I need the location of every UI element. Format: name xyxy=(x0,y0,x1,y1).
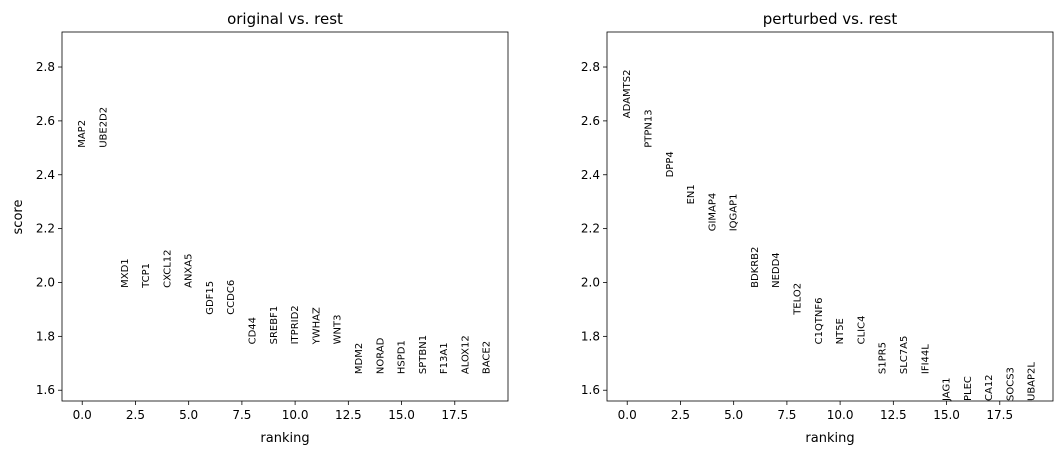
gene-labels: ADAMTS2 PTPN13 DPP4 EN1 GIMAP4 IQGAP1 BDKRB2 NE… xyxy=(622,70,1037,402)
y-tick-label: 2.6 xyxy=(36,114,55,128)
x-tick-label: 5.0 xyxy=(724,408,743,422)
gene-label: F13A1 xyxy=(439,342,450,374)
gene-label: DPP4 xyxy=(665,151,676,177)
gene-label: UBAP2L xyxy=(1027,362,1038,401)
gene-label: SPTBN1 xyxy=(418,335,429,374)
gene-label: UBE2D2 xyxy=(99,107,110,148)
x-tick-label: 7.5 xyxy=(232,408,251,422)
x-tick-label: 12.5 xyxy=(880,408,907,422)
x-axis-label: ranking xyxy=(805,431,854,446)
y-tick-label: 2.2 xyxy=(581,222,600,236)
gene-label: MDM2 xyxy=(354,343,365,374)
plot-frame xyxy=(61,31,509,402)
gene-label: SLC7A5 xyxy=(899,336,910,374)
gene-labels: MAP2 UBE2D2 MXD1 TCP1 CXCL12 ANXA5 GDF15 CCDC6 C… xyxy=(77,107,493,374)
y-tick-label: 2.4 xyxy=(36,168,55,182)
y-tick-label: 1.6 xyxy=(581,383,600,397)
y-tick-label: 2.0 xyxy=(36,275,55,289)
gene-label: HSPD1 xyxy=(397,340,408,374)
gene-label: SOCS3 xyxy=(1005,367,1016,401)
gene-label: C1QTNF6 xyxy=(814,297,825,344)
gene-label: BACE2 xyxy=(482,341,493,374)
x-tick-label: 5.0 xyxy=(179,408,198,422)
y-tick-label: 2.4 xyxy=(581,168,600,182)
gene-label: CA12 xyxy=(984,374,995,401)
x-tick-label: 12.5 xyxy=(335,408,362,422)
y-tick-label: 2.6 xyxy=(581,114,600,128)
gene-label: SREBF1 xyxy=(269,306,280,345)
gene-label: TELO2 xyxy=(793,283,804,316)
x-tick-label: 2.5 xyxy=(671,408,690,422)
y-tick-label: 1.6 xyxy=(36,383,55,397)
gene-label: NORAD xyxy=(375,337,386,374)
gene-label: GIMAP4 xyxy=(707,193,718,232)
plot-frame xyxy=(606,31,1054,402)
gene-label: TCP1 xyxy=(141,263,152,289)
axis-ticks: 0.0 2.5 5.0 7.5 10.0 12.5 15.0 17.5 1.6 1.8 2.0 2.2… xyxy=(36,60,468,422)
panel-title: perturbed vs. rest xyxy=(763,10,898,28)
gene-label: IQGAP1 xyxy=(729,193,740,231)
gene-label: YWHAZ xyxy=(311,307,322,345)
gene-label: GDF15 xyxy=(205,281,216,315)
x-tick-label: 17.5 xyxy=(986,408,1013,422)
gene-label: PLEC xyxy=(963,376,974,401)
x-tick-label: 17.5 xyxy=(441,408,468,422)
y-tick-label: 2.8 xyxy=(581,60,600,74)
gene-label: NT5E xyxy=(835,318,846,344)
x-tick-label: 15.0 xyxy=(933,408,960,422)
x-tick-label: 15.0 xyxy=(388,408,415,422)
gene-label: CLIC4 xyxy=(856,316,867,345)
gene-label: ANXA5 xyxy=(184,254,195,288)
y-tick-label: 2.2 xyxy=(36,222,55,236)
gene-label: CD44 xyxy=(248,317,259,344)
x-tick-label: 7.5 xyxy=(777,408,796,422)
gene-label: WNT3 xyxy=(333,315,344,345)
gene-label: CXCL12 xyxy=(162,250,173,288)
gene-label: ADAMTS2 xyxy=(622,70,633,119)
gene-label: NEDD4 xyxy=(771,252,782,288)
gene-label: ALOX12 xyxy=(460,335,471,374)
gene-label: CCDC6 xyxy=(226,280,237,315)
x-tick-label: 0.0 xyxy=(618,408,637,422)
gene-label: IFI44L xyxy=(920,344,931,374)
x-axis-label: ranking xyxy=(260,431,309,446)
y-tick-label: 2.8 xyxy=(36,60,55,74)
panel-perturbed-vs-rest: perturbed vs. rest ranking 0.0 2.5 5.0 7.5 1… xyxy=(581,10,1054,446)
x-tick-label: 10.0 xyxy=(827,408,854,422)
x-tick-label: 0.0 xyxy=(73,408,92,422)
gene-label: JAG1 xyxy=(942,377,953,402)
panel-title: original vs. rest xyxy=(227,10,343,28)
gene-label: BDKRB2 xyxy=(750,247,761,288)
axis-ticks: 0.0 2.5 5.0 7.5 10.0 12.5 15.0 17.5 1.6 1.8 2.0 2.2… xyxy=(581,60,1013,422)
gene-label: PTPN13 xyxy=(644,109,655,147)
y-axis-label: score xyxy=(11,200,26,235)
gene-label: S1PR5 xyxy=(878,342,889,374)
gene-label: MAP2 xyxy=(77,120,88,148)
y-tick-label: 1.8 xyxy=(581,329,600,343)
x-tick-label: 10.0 xyxy=(282,408,309,422)
gene-label: MXD1 xyxy=(120,258,131,288)
panel-original-vs-rest: original vs. rest score ranking 0.0 2.5 5.… xyxy=(11,10,509,446)
gene-label: ITPRID2 xyxy=(290,305,301,344)
y-tick-label: 1.8 xyxy=(36,329,55,343)
gene-label: EN1 xyxy=(686,184,697,204)
y-tick-label: 2.0 xyxy=(581,275,600,289)
x-tick-label: 2.5 xyxy=(126,408,145,422)
